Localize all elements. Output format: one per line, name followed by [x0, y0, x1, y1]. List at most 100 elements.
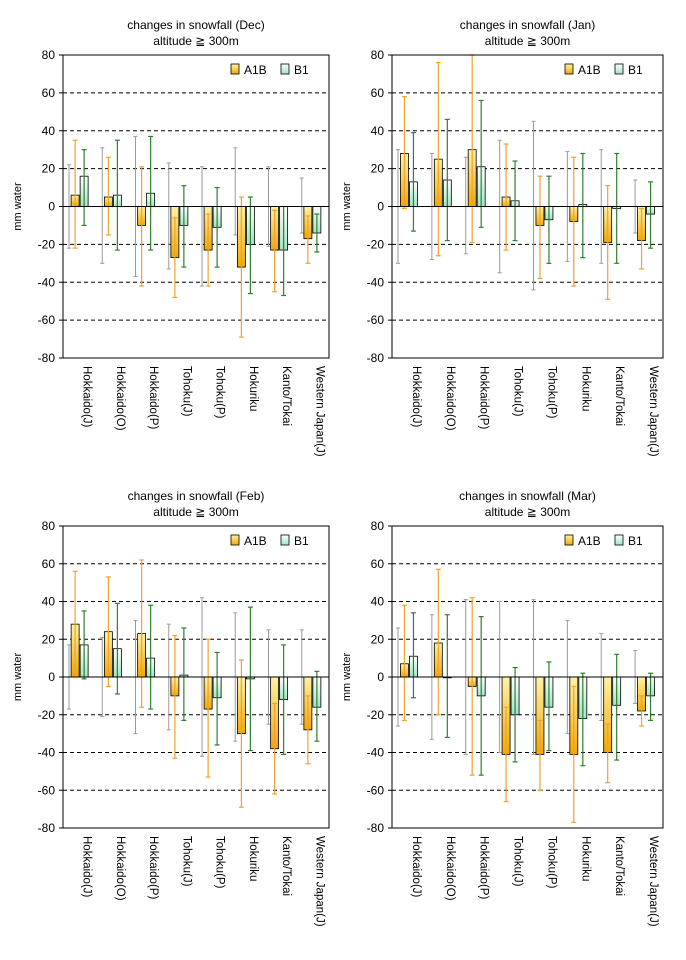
chart-subtitle: altitude ≧ 300m [153, 34, 238, 48]
y-tick-label: -80 [367, 821, 385, 835]
x-tick-label: Hokkaido(P) [147, 836, 159, 899]
x-tick-label: Western Japan(J) [647, 836, 659, 927]
legend-swatch-a1b [230, 63, 240, 75]
x-tick-label: Tohoku(J) [512, 836, 524, 887]
x-tick-label: Hokkaido(P) [478, 836, 490, 899]
x-tick-label: Hokkaido(J) [81, 836, 93, 898]
y-tick-label: 80 [371, 48, 385, 62]
x-tick-label: Hokuriku [579, 836, 591, 881]
y-tick-label: 60 [371, 557, 385, 571]
x-tick-label: Hokuriku [247, 366, 259, 411]
legend-box [229, 533, 325, 547]
y-tick-label: -40 [38, 746, 56, 760]
x-tick-label: Western Japan(J) [313, 836, 325, 927]
y-tick-label: 60 [42, 557, 56, 571]
legend-swatch-a1b [564, 534, 574, 546]
y-tick-label: 40 [371, 595, 385, 609]
chart-subtitle: altitude ≧ 300m [153, 505, 238, 519]
chart-panel-changes-in-snowfall-mar: changes in snowfall (Mar) altitude ≧ 300m… [341, 489, 664, 927]
plot-frame [62, 525, 330, 829]
y-tick-label: 80 [371, 519, 385, 533]
x-tick-label: Western Japan(J) [313, 366, 325, 457]
legend-label-b1: B1 [294, 63, 309, 77]
y-tick-label: 60 [42, 86, 56, 100]
legend-box [563, 62, 659, 76]
y-tick-label: 80 [42, 48, 56, 62]
x-tick-label: Kanto/Tokai [280, 836, 292, 896]
y-tick-label: 80 [42, 519, 56, 533]
x-tick-label: Kanto/Tokai [280, 366, 292, 426]
x-tick-label: Tohoku(J) [512, 366, 524, 417]
y-tick-label: -20 [367, 237, 385, 251]
legend-swatch-b1 [280, 63, 290, 75]
x-tick-label: Hokuriku [579, 366, 591, 411]
x-tick-label: Tohoku(J) [180, 836, 192, 887]
chart-subtitle: altitude ≧ 300m [485, 505, 570, 519]
y-tick-label: -20 [367, 708, 385, 722]
legend-label-a1b: A1B [244, 63, 267, 77]
chart-title: changes in snowfall (Dec) [127, 18, 264, 32]
y-tick-label: -60 [38, 783, 56, 797]
y-tick-label: 20 [371, 162, 385, 176]
legend-swatch-b1 [280, 534, 290, 546]
x-tick-label: Hokkaido(O) [114, 366, 126, 431]
y-tick-label: 0 [48, 200, 55, 214]
x-tick-label: Tohoku(P) [545, 836, 557, 889]
legend-swatch-b1 [614, 534, 624, 546]
chart-panel-changes-in-snowfall-jan: changes in snowfall (Jan) altitude ≧ 300m… [341, 18, 664, 457]
plot-frame [62, 54, 330, 359]
y-tick-label: 0 [377, 200, 384, 214]
y-tick-label: 60 [371, 86, 385, 100]
plot-frame [391, 54, 664, 359]
y-axis-label: mm water [341, 182, 353, 231]
x-tick-label: Hokkaido(O) [444, 836, 456, 901]
chart-subtitle: altitude ≧ 300m [485, 34, 570, 48]
x-tick-label: Western Japan(J) [647, 366, 659, 457]
y-tick-label: 40 [371, 124, 385, 138]
x-tick-label: Hokkaido(P) [147, 366, 159, 429]
y-tick-label: 20 [371, 632, 385, 646]
x-tick-label: Hokuriku [247, 836, 259, 881]
y-tick-label: -60 [38, 313, 56, 327]
y-tick-label: -80 [38, 821, 56, 835]
chart-title: changes in snowfall (Jan) [460, 18, 595, 32]
y-tick-label: 40 [42, 595, 56, 609]
x-tick-label: Hokkaido(O) [444, 366, 456, 431]
y-tick-label: 0 [377, 670, 384, 684]
y-axis-label: mm water [12, 182, 24, 231]
x-tick-label: Hokkaido(J) [410, 366, 422, 428]
y-tick-label: -80 [38, 351, 56, 365]
y-tick-label: -40 [38, 275, 56, 289]
y-tick-label: 0 [48, 670, 55, 684]
y-tick-label: -60 [367, 313, 385, 327]
x-tick-label: Kanto/Tokai [613, 836, 625, 896]
y-tick-label: -40 [367, 746, 385, 760]
y-tick-label: -80 [367, 351, 385, 365]
x-tick-label: Tohoku(P) [545, 366, 557, 419]
x-tick-label: Hokkaido(J) [81, 366, 93, 428]
legend-label-a1b: A1B [578, 63, 601, 77]
legend-swatch-a1b [564, 63, 574, 75]
chart-panel-changes-in-snowfall-feb: changes in snowfall (Feb) altitude ≧ 300m… [12, 489, 330, 927]
legend-swatch-a1b [230, 534, 240, 546]
chart-title: changes in snowfall (Mar) [459, 489, 596, 503]
legend-label-b1: B1 [628, 534, 643, 548]
legend-label-a1b: A1B [244, 534, 267, 548]
x-tick-label: Tohoku(P) [214, 366, 226, 419]
y-tick-label: 40 [42, 124, 56, 138]
legend-box [229, 62, 325, 76]
x-tick-label: Hokkaido(P) [478, 366, 490, 429]
y-tick-label: -20 [38, 237, 56, 251]
plot-frame [391, 525, 664, 829]
chart-title: changes in snowfall (Feb) [128, 489, 265, 503]
legend-label-a1b: A1B [578, 534, 601, 548]
x-tick-label: Hokkaido(O) [114, 836, 126, 901]
x-tick-label: Tohoku(J) [180, 366, 192, 417]
chart-panel-changes-in-snowfall-dec: changes in snowfall (Dec) altitude ≧ 300m… [12, 18, 330, 457]
y-tick-label: -60 [367, 783, 385, 797]
x-tick-label: Kanto/Tokai [613, 366, 625, 426]
x-tick-label: Hokkaido(J) [410, 836, 422, 898]
x-tick-label: Tohoku(P) [214, 836, 226, 889]
legend-label-b1: B1 [294, 534, 309, 548]
